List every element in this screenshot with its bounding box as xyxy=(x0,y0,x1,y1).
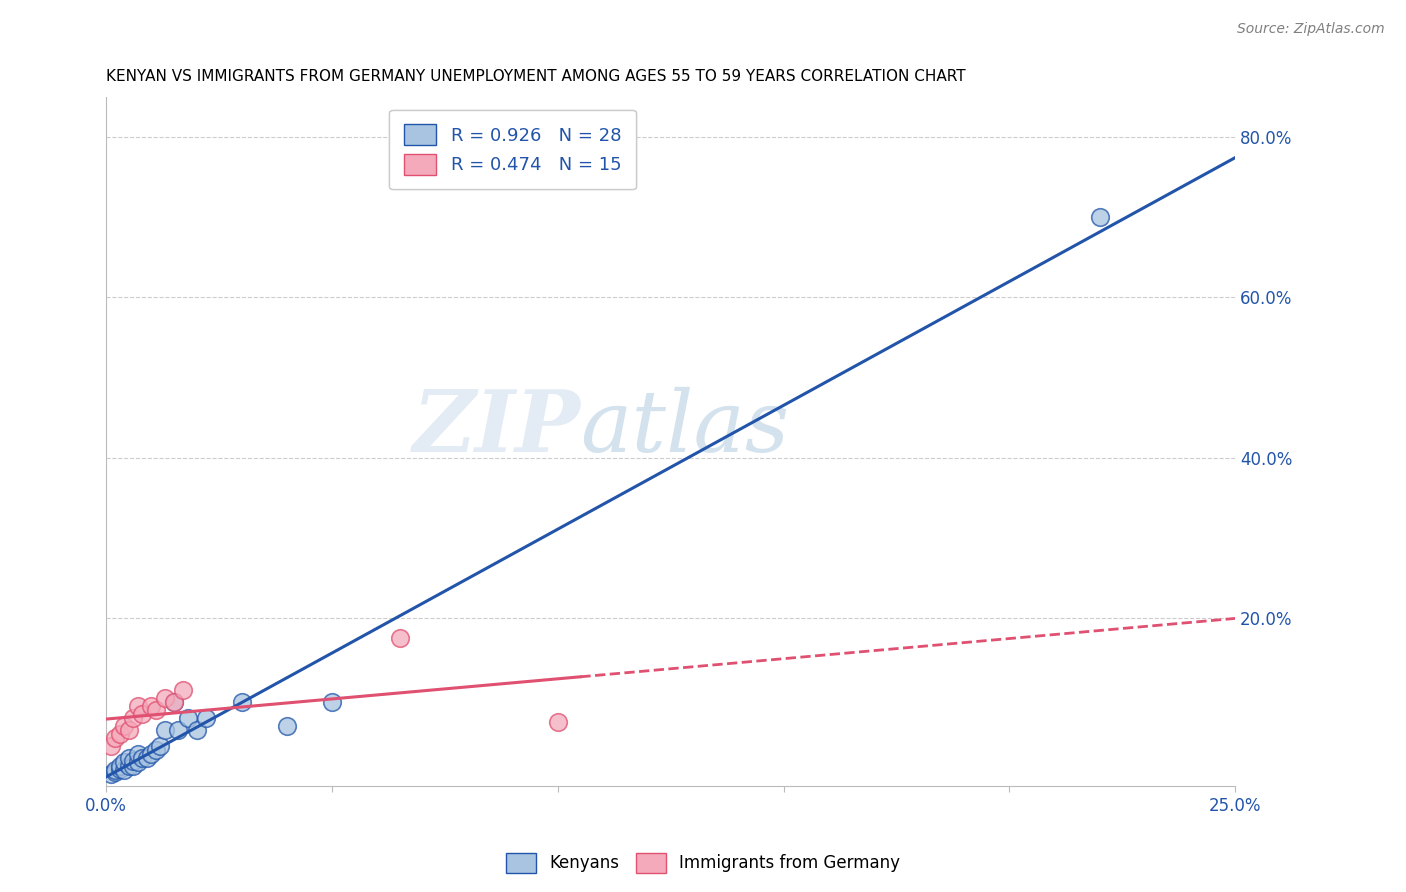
Point xyxy=(176,711,198,725)
Text: KENYAN VS IMMIGRANTS FROM GERMANY UNEMPLOYMENT AMONG AGES 55 TO 59 YEARS CORRELA: KENYAN VS IMMIGRANTS FROM GERMANY UNEMPL… xyxy=(107,69,966,84)
Point xyxy=(108,759,131,773)
Point xyxy=(108,727,131,741)
Text: Source: ZipAtlas.com: Source: ZipAtlas.com xyxy=(1237,22,1385,37)
Point xyxy=(1088,211,1111,225)
Legend: R = 0.926   N = 28, R = 0.474   N = 15: R = 0.926 N = 28, R = 0.474 N = 15 xyxy=(389,110,636,189)
Point xyxy=(163,695,186,709)
Point xyxy=(135,751,157,765)
Point xyxy=(122,711,145,725)
Point xyxy=(127,747,149,761)
Point xyxy=(118,751,141,765)
Point xyxy=(231,695,253,709)
Point xyxy=(388,631,411,645)
Text: atlas: atlas xyxy=(581,386,790,469)
Point xyxy=(108,762,131,776)
Point xyxy=(131,751,153,765)
Point xyxy=(112,719,135,733)
Point xyxy=(167,723,190,737)
Point xyxy=(321,695,343,709)
Legend: Kenyans, Immigrants from Germany: Kenyans, Immigrants from Germany xyxy=(499,847,907,880)
Point xyxy=(276,719,298,733)
Point xyxy=(153,691,176,706)
Point xyxy=(145,743,167,757)
Point xyxy=(127,755,149,769)
Point xyxy=(112,763,135,777)
Point xyxy=(141,699,163,714)
Point xyxy=(547,714,569,729)
Point xyxy=(104,764,127,779)
Point xyxy=(172,683,194,698)
Point xyxy=(186,723,208,737)
Point xyxy=(127,699,149,714)
Point xyxy=(104,763,127,777)
Point xyxy=(131,706,153,721)
Point xyxy=(149,739,172,753)
Point xyxy=(118,759,141,773)
Point xyxy=(100,739,122,753)
Point xyxy=(104,731,127,745)
Point xyxy=(194,711,217,725)
Point xyxy=(112,755,135,769)
Point xyxy=(100,767,122,781)
Point xyxy=(163,695,186,709)
Point xyxy=(145,703,167,717)
Point xyxy=(141,747,163,761)
Text: ZIP: ZIP xyxy=(412,386,581,469)
Point xyxy=(118,723,141,737)
Point xyxy=(122,759,145,773)
Point xyxy=(122,754,145,768)
Point xyxy=(153,723,176,737)
